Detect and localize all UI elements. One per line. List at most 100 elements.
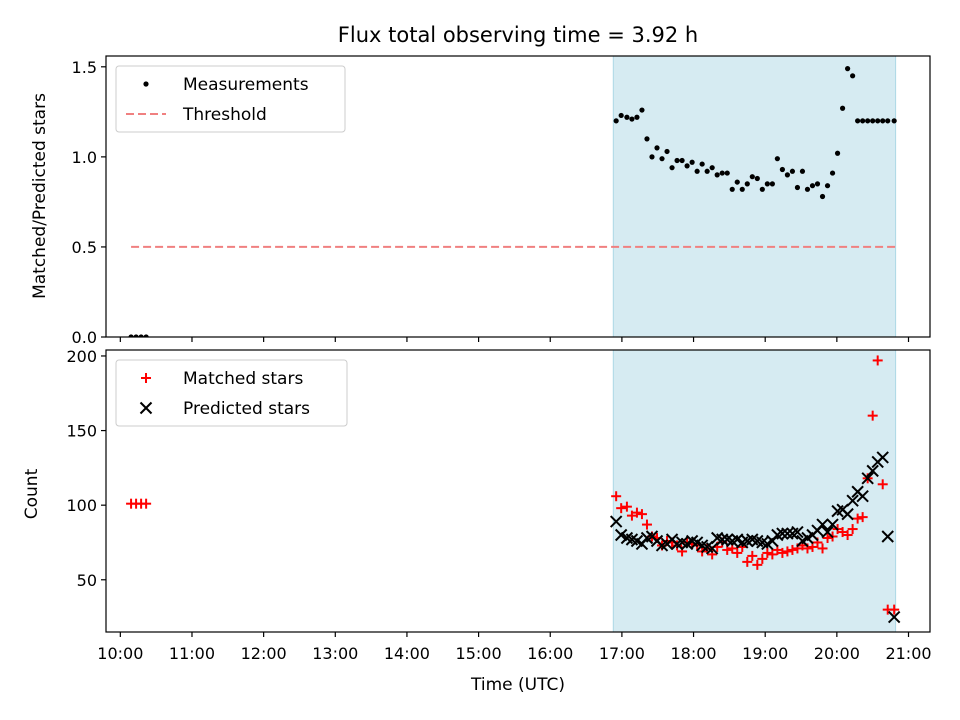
legend-box [115, 359, 348, 427]
x-axis-label: Time (UTC) [470, 675, 565, 695]
marker-stroke [746, 533, 759, 546]
observing-span-1 [612, 349, 897, 633]
measurement-point [613, 118, 619, 124]
x-tick-label: 17:00 [599, 644, 645, 663]
marker-stroke [841, 507, 854, 521]
measurement-point [133, 334, 139, 337]
matched-star-marker [787, 544, 798, 555]
matched-star-marker [777, 547, 788, 558]
observing-span-0 [612, 55, 897, 338]
measurement-point [855, 118, 861, 124]
marker-stroke [821, 525, 834, 539]
matched-star-marker [817, 543, 828, 554]
matched-star-marker [857, 512, 868, 523]
matched-star-marker [782, 546, 793, 557]
measurement-point [618, 112, 624, 119]
measurement-point [779, 166, 785, 173]
marker-stroke [614, 528, 628, 542]
measurement-point [875, 118, 881, 124]
measurement-point [799, 168, 806, 174]
matched-star-marker [732, 547, 743, 558]
legend-entry: Threshold [126, 105, 267, 125]
y-tick-label: 200 [66, 347, 97, 366]
x-tick-label: 12:00 [241, 644, 287, 663]
measurement-point [764, 181, 770, 187]
top-panel: 0.0 0.5 1.0 1.5 Measurements Threshold [72, 55, 931, 347]
marker-stroke [846, 494, 859, 507]
measurement-point [654, 145, 660, 151]
measurement-point [699, 161, 705, 167]
marker-stroke [756, 536, 769, 549]
matched-star-marker [636, 509, 647, 520]
y-tick-label: 0.0 [72, 328, 97, 347]
predicted-star-marker [609, 515, 623, 528]
matched-star-marker [837, 527, 848, 538]
measurement-point [649, 154, 655, 160]
legend-marker [139, 401, 153, 415]
legend-0: Measurements Threshold [115, 65, 346, 133]
legend-label: Predicted stars [183, 399, 310, 419]
measurement-point [845, 66, 851, 72]
measurement-point [689, 159, 695, 165]
matched-star-marker [616, 503, 627, 514]
measurement-point [709, 165, 715, 171]
plot-area-0 [128, 66, 897, 337]
legend-marker [143, 81, 149, 87]
measurement-point [880, 118, 886, 124]
marker-stroke [887, 610, 901, 624]
measurement-point [754, 175, 760, 182]
measurement-point [860, 118, 866, 124]
legend-label: Measurements [183, 75, 309, 95]
measurement-point [644, 136, 650, 142]
measurement-point [891, 118, 897, 124]
measurement-point [684, 163, 690, 169]
measurement-point [143, 334, 149, 337]
marker-stroke [751, 534, 764, 548]
matched-star-marker [767, 549, 778, 560]
measurement-point [769, 181, 775, 187]
marker-stroke [630, 534, 644, 548]
measurement-point [885, 118, 891, 124]
matched-star-marker [747, 550, 758, 561]
marker-stroke [866, 464, 879, 478]
matched-star-marker [842, 530, 853, 541]
marker-stroke [685, 534, 699, 548]
x-tick-label: 18:00 [670, 644, 716, 663]
measurement-point [679, 157, 685, 164]
measurement-point [819, 193, 826, 200]
measurement-point [814, 181, 821, 187]
measurement-point [759, 186, 765, 192]
marker-stroke [861, 472, 874, 485]
matched-star-marker [752, 559, 763, 570]
marker-stroke [705, 542, 719, 555]
matched-star-marker [631, 507, 642, 518]
x-tick-label: 15:00 [456, 644, 502, 663]
predicted-star-marker [881, 530, 894, 543]
axes-frame-0 [105, 55, 931, 338]
marker-stroke [700, 540, 714, 554]
measurement-point [629, 116, 635, 122]
legend-label: Threshold [182, 105, 267, 125]
x-tick-label: 10:00 [97, 644, 143, 663]
x-tick-label: 13:00 [312, 644, 358, 663]
plot-area-1 [126, 355, 901, 624]
matched-star-marker [141, 498, 152, 509]
marker-stroke [690, 536, 704, 549]
predicted-star-marker [705, 542, 719, 555]
measurement-point [784, 172, 791, 178]
marker-stroke [826, 518, 839, 531]
top-ylabel: Matched/Predicted stars [30, 93, 50, 299]
matched-star-marker [621, 501, 632, 512]
marker-stroke [609, 515, 623, 528]
matched-star-marker [742, 556, 753, 567]
marker-stroke [620, 531, 634, 545]
predicted-star-marker [876, 451, 889, 464]
marker-stroke [710, 531, 724, 545]
measurement-point [128, 334, 134, 337]
measurement-point [739, 186, 745, 192]
measurement-point [789, 168, 796, 174]
marker-stroke [856, 490, 869, 503]
matched-star-marker [641, 519, 652, 530]
measurement-point [865, 118, 871, 124]
